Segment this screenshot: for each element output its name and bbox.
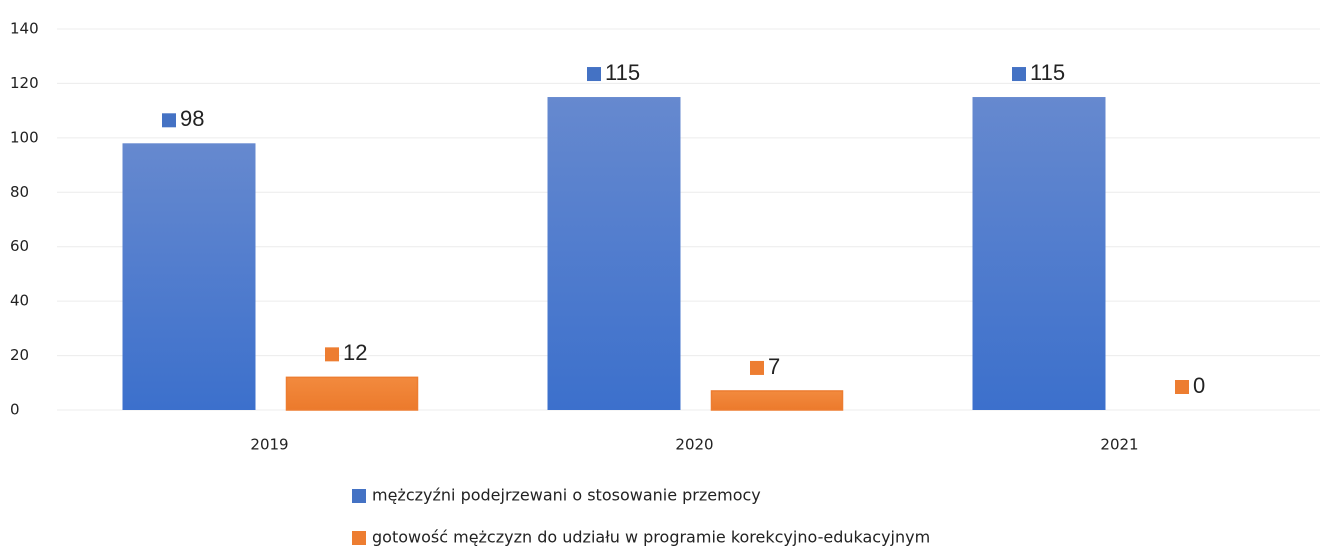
value-label-key <box>1175 380 1189 394</box>
value-label-key <box>750 360 764 375</box>
value-label: 115 <box>1030 60 1065 85</box>
bar <box>285 376 419 411</box>
bar <box>710 390 844 411</box>
legend-key <box>352 489 366 503</box>
y-tick-label: 40 <box>10 292 29 310</box>
value-label: 98 <box>180 106 204 131</box>
y-tick-label: 120 <box>10 74 39 92</box>
value-label-key <box>325 347 339 362</box>
x-tick-label: 2020 <box>675 436 713 454</box>
value-label-key <box>1012 67 1026 82</box>
y-tick-label: 100 <box>10 128 39 146</box>
value-label-key <box>587 67 601 82</box>
bar <box>122 143 256 411</box>
x-tick-label: 2021 <box>1100 436 1138 454</box>
y-tick-label: 80 <box>10 183 29 201</box>
x-tick-label: 2019 <box>250 436 288 454</box>
value-label: 7 <box>768 354 780 379</box>
legend-key <box>352 531 366 545</box>
value-label: 115 <box>605 60 640 85</box>
y-tick-label: 140 <box>10 20 39 38</box>
y-tick-label: 0 <box>10 401 20 419</box>
legend-label: gotowość mężczyzn do udziału w programie… <box>372 528 930 547</box>
bar <box>547 97 681 411</box>
value-label: 0 <box>1193 373 1205 398</box>
bar <box>972 97 1106 411</box>
value-label: 12 <box>343 340 367 365</box>
y-tick-label: 20 <box>10 346 29 364</box>
y-tick-label: 60 <box>10 237 29 255</box>
value-label-key <box>162 113 176 128</box>
legend-label: mężczyźni podejrzewani o stosowanie prze… <box>372 486 761 505</box>
